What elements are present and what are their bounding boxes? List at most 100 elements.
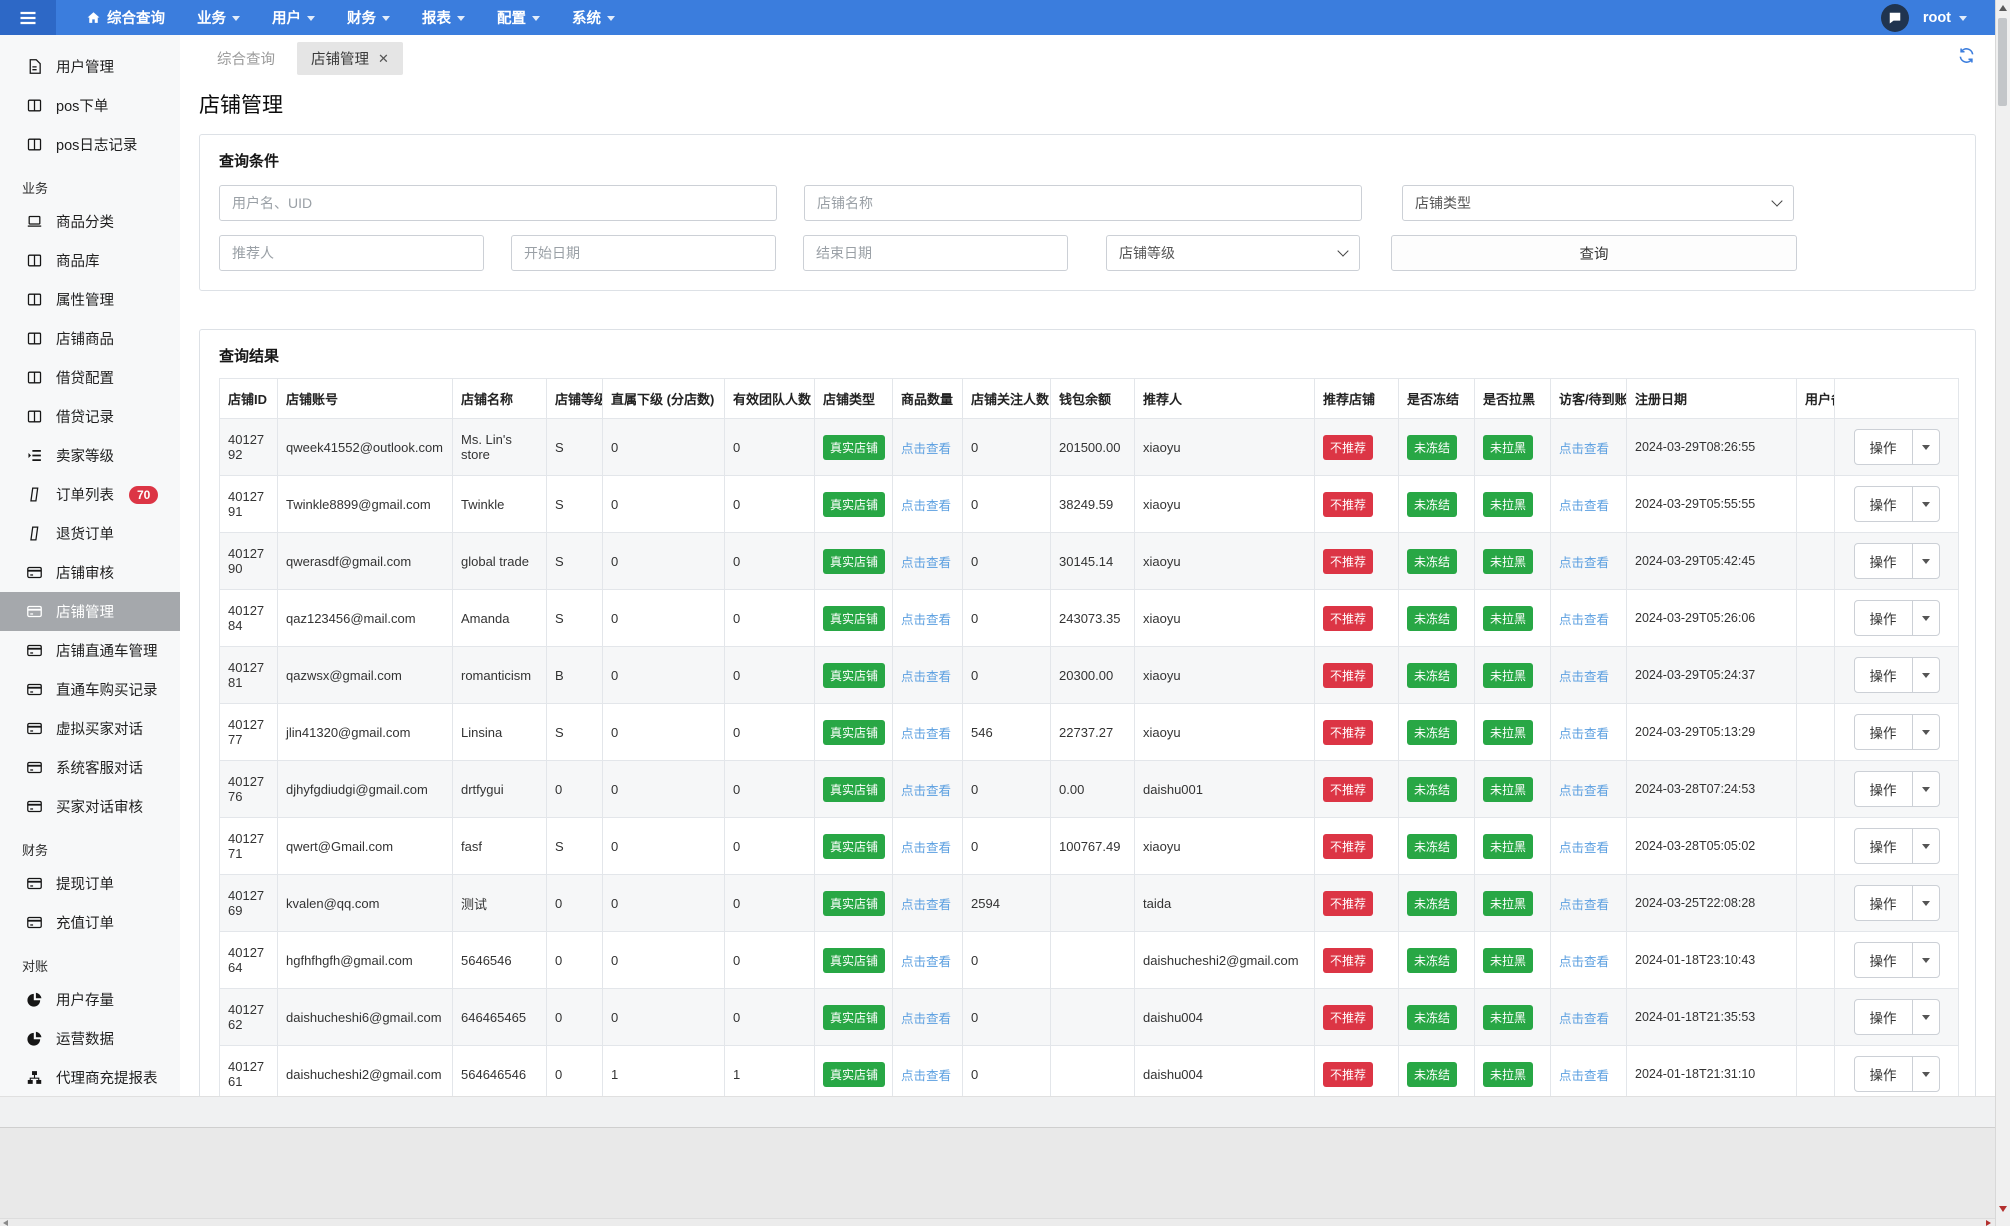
action-button[interactable]: 操作 [1869, 954, 1897, 969]
sidebar-item[interactable]: 属性管理 [0, 280, 180, 319]
sidebar-item[interactable]: 借贷记录 [0, 397, 180, 436]
nav-menu-item-6[interactable]: 配置 [497, 7, 540, 28]
user-menu[interactable]: root [1923, 10, 1967, 26]
nav-menu-item-1[interactable]: 综合查询 [86, 7, 165, 28]
action-button[interactable]: 操作 [1869, 555, 1897, 570]
sidebar-item[interactable]: 店铺商品 [0, 319, 180, 358]
visitor-view-link[interactable]: 点击查看 [1559, 897, 1610, 912]
sidebar-item[interactable]: pos下单 [0, 86, 180, 125]
goods-count-view-link[interactable]: 点击查看 [901, 726, 952, 741]
goods-count-view-link[interactable]: 点击查看 [901, 612, 952, 627]
tab-shop-management[interactable]: 店铺管理 ✕ [297, 41, 403, 75]
goods-count-view-link[interactable]: 点击查看 [901, 1068, 952, 1083]
nav-menu-item-3[interactable]: 用户 [272, 7, 315, 28]
visitor-view-link[interactable]: 点击查看 [1559, 555, 1610, 570]
start-date-input[interactable] [511, 235, 776, 271]
sidebar-item[interactable]: 虚拟买家对话 [0, 709, 180, 748]
sidebar-item[interactable]: 运营数据 [0, 1019, 180, 1058]
action-dropdown-toggle[interactable] [1911, 544, 1939, 578]
goods-count-view-link[interactable]: 点击查看 [901, 954, 952, 969]
sidebar-item[interactable]: 商品分类 [0, 202, 180, 241]
sidebar-toggle-button[interactable] [0, 0, 56, 35]
nav-menu-item-2[interactable]: 业务 [197, 7, 240, 28]
scroll-down-arrow-icon[interactable] [1999, 1206, 2007, 1212]
visitor-view-link[interactable]: 点击查看 [1559, 1011, 1610, 1026]
visitor-view-link[interactable]: 点击查看 [1559, 612, 1610, 627]
action-dropdown-toggle[interactable] [1911, 715, 1939, 749]
sidebar-item[interactable]: 借贷配置 [0, 358, 180, 397]
action-dropdown-toggle[interactable] [1911, 1000, 1939, 1034]
action-button[interactable]: 操作 [1869, 840, 1897, 855]
action-dropdown-toggle[interactable] [1911, 430, 1939, 464]
visitor-view-link[interactable]: 点击查看 [1559, 726, 1610, 741]
scrollbar-thumb[interactable] [1998, 18, 2007, 106]
sidebar-item[interactable]: 商品库 [0, 241, 180, 280]
goods-count-view-link[interactable]: 点击查看 [901, 498, 952, 513]
visitor-view-link[interactable]: 点击查看 [1559, 783, 1610, 798]
action-dropdown-toggle[interactable] [1911, 487, 1939, 521]
goods-count-view-link[interactable]: 点击查看 [901, 840, 952, 855]
sidebar-item[interactable]: 用户管理 [0, 47, 180, 86]
action-button[interactable]: 操作 [1869, 612, 1897, 627]
action-button[interactable]: 操作 [1869, 1011, 1897, 1026]
action-button[interactable]: 操作 [1869, 498, 1897, 513]
action-button[interactable]: 操作 [1869, 897, 1897, 912]
action-dropdown-toggle[interactable] [1911, 886, 1939, 920]
action-button[interactable]: 操作 [1869, 726, 1897, 741]
sidebar-item[interactable]: 退货订单 [0, 514, 180, 553]
vertical-scrollbar[interactable] [1995, 0, 2010, 1226]
action-dropdown-toggle[interactable] [1911, 601, 1939, 635]
action-button[interactable]: 操作 [1869, 783, 1897, 798]
scroll-up-arrow-icon[interactable] [1999, 5, 2007, 11]
visitor-view-link[interactable]: 点击查看 [1559, 954, 1610, 969]
nav-menu-item-7[interactable]: 系统 [572, 7, 615, 28]
sidebar-item[interactable]: 买家对话审核 [0, 787, 180, 826]
goods-count-view-link[interactable]: 点击查看 [901, 897, 952, 912]
visitor-view-link[interactable]: 点击查看 [1559, 840, 1610, 855]
sidebar-item[interactable]: 提现订单 [0, 864, 180, 903]
visitor-view-link[interactable]: 点击查看 [1559, 498, 1610, 513]
messages-button[interactable] [1880, 3, 1909, 32]
goods-count-view-link[interactable]: 点击查看 [901, 783, 952, 798]
visitor-view-link[interactable]: 点击查看 [1559, 669, 1610, 684]
action-button[interactable]: 操作 [1869, 1068, 1897, 1083]
goods-count-view-link[interactable]: 点击查看 [901, 555, 952, 570]
shop-level-select[interactable]: 店铺等级 [1106, 235, 1360, 271]
action-button[interactable]: 操作 [1869, 441, 1897, 456]
sidebar-item[interactable]: 店铺审核 [0, 553, 180, 592]
action-dropdown-toggle[interactable] [1911, 772, 1939, 806]
sidebar-item[interactable]: 代理商充提报表 [0, 1058, 180, 1096]
sidebar-item[interactable]: 系统客服对话 [0, 748, 180, 787]
sidebar-item[interactable]: 店铺管理 [0, 592, 180, 631]
refresh-button[interactable] [1957, 46, 1976, 65]
goods-count-view-link[interactable]: 点击查看 [901, 669, 952, 684]
sidebar-item[interactable]: 充值订单 [0, 903, 180, 942]
referrer-input[interactable] [219, 235, 484, 271]
action-button[interactable]: 操作 [1869, 669, 1897, 684]
visitor-view-link[interactable]: 点击查看 [1559, 441, 1610, 456]
horizontal-scrollbar[interactable] [0, 1218, 1995, 1226]
action-dropdown-toggle[interactable] [1911, 829, 1939, 863]
sidebar-item[interactable]: 订单列表 70 [0, 475, 180, 514]
sidebar-item[interactable]: 用户存量 [0, 980, 180, 1019]
goods-count-view-link[interactable]: 点击查看 [901, 1011, 952, 1026]
username-uid-input[interactable] [219, 185, 777, 221]
search-button[interactable]: 查询 [1391, 235, 1797, 271]
action-dropdown-toggle[interactable] [1911, 1057, 1939, 1091]
goods-count-view-link[interactable]: 点击查看 [901, 441, 952, 456]
sidebar-item[interactable]: 卖家等级 [0, 436, 180, 475]
action-dropdown-toggle[interactable] [1911, 658, 1939, 692]
scroll-right-arrow-icon[interactable] [1986, 1220, 1991, 1226]
sidebar-item[interactable]: 直通车购买记录 [0, 670, 180, 709]
visitor-view-link[interactable]: 点击查看 [1559, 1068, 1610, 1083]
sidebar-item[interactable]: 店铺直通车管理 [0, 631, 180, 670]
action-dropdown-toggle[interactable] [1911, 943, 1939, 977]
tab-summary-query[interactable]: 综合查询 [217, 51, 275, 68]
shop-name-input[interactable] [804, 185, 1362, 221]
nav-menu-item-5[interactable]: 报表 [422, 7, 465, 28]
shop-type-select[interactable]: 店铺类型 [1402, 185, 1794, 221]
sidebar-item[interactable]: pos日志记录 [0, 125, 180, 164]
end-date-input[interactable] [803, 235, 1068, 271]
scroll-left-arrow-icon[interactable] [3, 1220, 8, 1226]
close-icon[interactable]: ✕ [378, 50, 389, 66]
